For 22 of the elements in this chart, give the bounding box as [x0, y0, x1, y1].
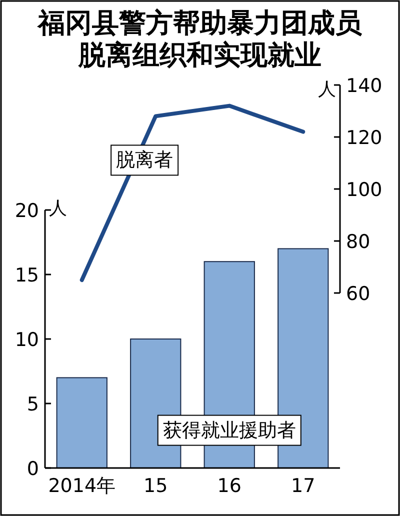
chart-title: 福冈县警方帮助暴力团成员脱离组织和实现就业	[36, 8, 363, 71]
y-tick-label: 10	[14, 329, 39, 351]
y2-tick-label: 60	[346, 283, 370, 305]
y-tick-label: 5	[26, 394, 39, 416]
y-tick-label: 20	[14, 200, 39, 222]
series-label: 脱离者	[116, 149, 174, 172]
x-tick-label: 15	[144, 475, 168, 497]
y2-tick-label: 120	[346, 127, 382, 149]
line-series	[80, 104, 306, 282]
bar	[56, 377, 108, 468]
y-tick-label: 0	[26, 458, 39, 480]
y2-tick-label: 140	[346, 75, 382, 97]
y-tick-label: 15	[14, 264, 39, 286]
x-tick-label: 17	[291, 475, 316, 497]
y2-tick-label: 80	[346, 231, 370, 253]
x-tick-label: 16	[217, 475, 242, 497]
series-label: 获得就业援助者	[162, 419, 296, 442]
bar	[278, 248, 329, 468]
y-axis-title: 人	[49, 198, 67, 219]
x-tick-label: 2014年	[48, 475, 116, 497]
y2-tick-label: 100	[346, 179, 382, 201]
y2-axis-title: 人	[318, 79, 336, 100]
